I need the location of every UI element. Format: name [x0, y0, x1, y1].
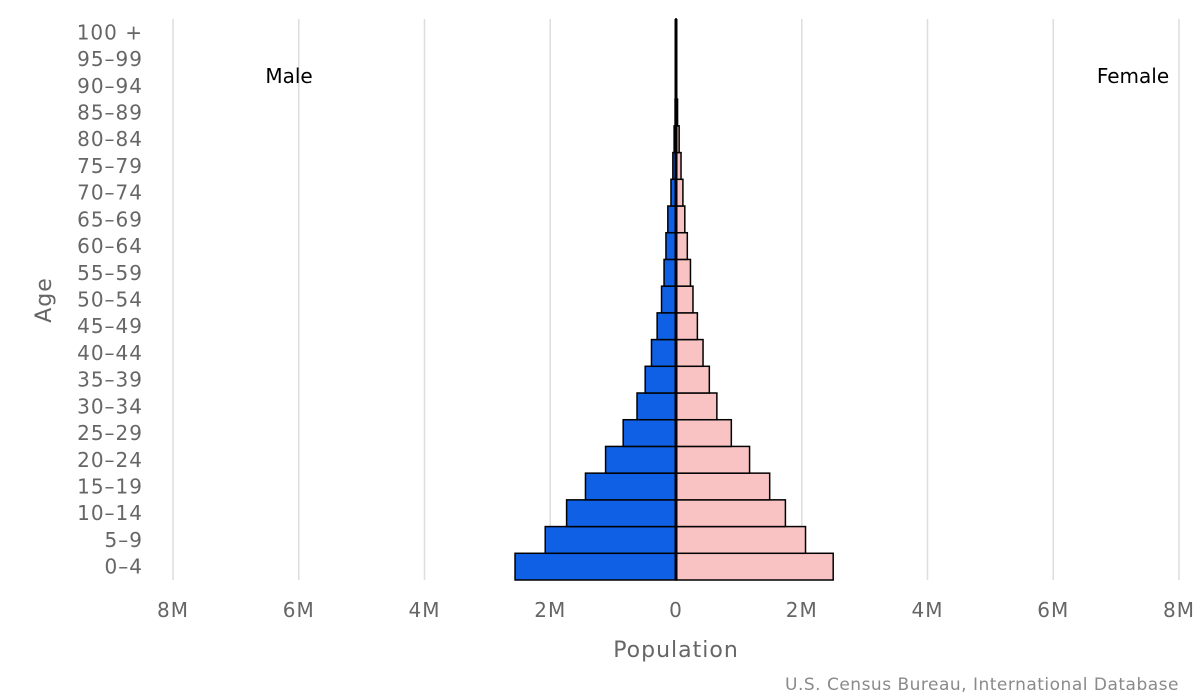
y-tick-label: 20–24 [77, 448, 143, 472]
x-tick-label: 6M [283, 598, 315, 622]
x-tick-label: 0 [669, 598, 683, 622]
female-bar [675, 285, 694, 314]
x-tick-label: 8M [1163, 598, 1195, 622]
y-tick-label: 85–89 [77, 101, 143, 125]
female-bar [675, 445, 751, 474]
female-bar [675, 312, 699, 341]
female-bar [675, 365, 711, 394]
y-tick-label: 100 + [77, 20, 143, 44]
male-bar [656, 312, 677, 341]
y-tick-label: 15–19 [77, 475, 143, 499]
y-tick-label: 80–84 [77, 127, 143, 151]
female-bar [675, 231, 689, 261]
source-credit: U.S. Census Bureau, International Databa… [785, 675, 1179, 695]
x-axis-title: Population [613, 638, 739, 663]
y-tick-label: 5–9 [105, 528, 143, 552]
female-bar [675, 499, 787, 528]
y-tick-label: 50–54 [77, 288, 143, 312]
y-tick-label: 60–64 [77, 234, 143, 258]
female-label: Female [1097, 64, 1169, 88]
y-tick-label: 30–34 [77, 394, 143, 418]
male-bar [644, 365, 677, 394]
grid-lines [172, 19, 1180, 580]
female-bar [675, 418, 733, 448]
x-tick-label: 6M [1037, 598, 1069, 622]
female-bar [675, 525, 807, 555]
y-tick-label: 35–39 [77, 368, 143, 392]
male-bar [565, 499, 677, 528]
y-tick-label: 55–59 [77, 261, 143, 285]
x-tick-label: 2M [786, 598, 818, 622]
y-tick-label: 45–49 [77, 314, 143, 338]
y-tick-label: 0–4 [105, 555, 143, 579]
x-tick-label: 4M [912, 598, 944, 622]
y-tick-label: 40–44 [77, 341, 143, 365]
female-bar [675, 338, 704, 368]
male-bar [636, 392, 677, 421]
female-bar [675, 472, 771, 501]
male-label: Male [265, 64, 312, 88]
female-bar [675, 392, 718, 421]
male-bar [544, 525, 677, 555]
y-tick-label: 90–94 [77, 74, 143, 98]
male-bar [622, 418, 677, 448]
y-axis-title: Age [32, 277, 57, 323]
y-tick-label: 25–29 [77, 421, 143, 445]
male-bar [660, 285, 677, 314]
x-tick-label: 4M [409, 598, 441, 622]
y-tick-label: 65–69 [77, 207, 143, 231]
x-tick-label: 8M [157, 598, 189, 622]
y-tick-label: 10–14 [77, 501, 143, 525]
y-tick-label: 70–74 [77, 181, 143, 205]
x-tick-labels: 8M 6M 4M 2M 0 2M 4M 6M 8M [157, 598, 1195, 622]
bars [514, 18, 834, 581]
male-bar [604, 445, 677, 474]
male-bar [663, 258, 677, 287]
male-bar [650, 338, 677, 368]
y-tick-label: 95–99 [77, 47, 143, 71]
male-bar [665, 231, 677, 261]
female-bar [675, 552, 834, 581]
male-bar [584, 472, 677, 501]
male-bar [514, 552, 677, 581]
female-bar [675, 258, 692, 287]
y-tick-label: 75–79 [77, 154, 143, 178]
x-tick-label: 2M [534, 598, 566, 622]
